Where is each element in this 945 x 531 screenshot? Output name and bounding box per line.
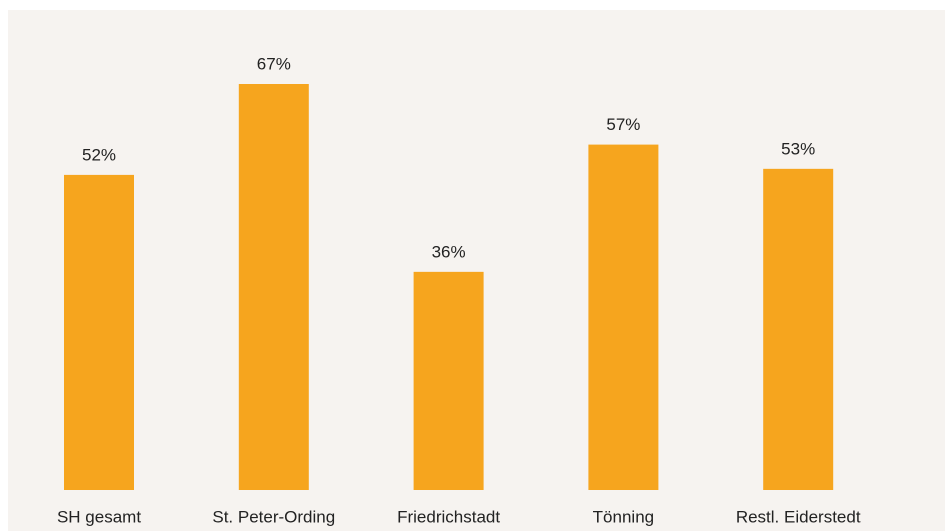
bar [238,84,309,490]
x-tick-label: SH gesamt [57,507,141,526]
data-label: 52% [82,145,116,164]
bar [64,174,134,491]
x-tick-label: Tönning [593,507,654,526]
data-label: 36% [432,242,466,261]
x-tick-label: St. Peter-Ording [212,507,335,526]
bar [763,168,834,490]
data-label: 53% [781,139,815,158]
data-label: 67% [257,54,291,73]
x-tick-label: Restl. Eiderstedt [736,507,861,526]
x-tick-label: Friedrichstadt [397,507,500,526]
bar [413,271,484,490]
bar [588,144,659,490]
data-label: 57% [606,115,640,134]
